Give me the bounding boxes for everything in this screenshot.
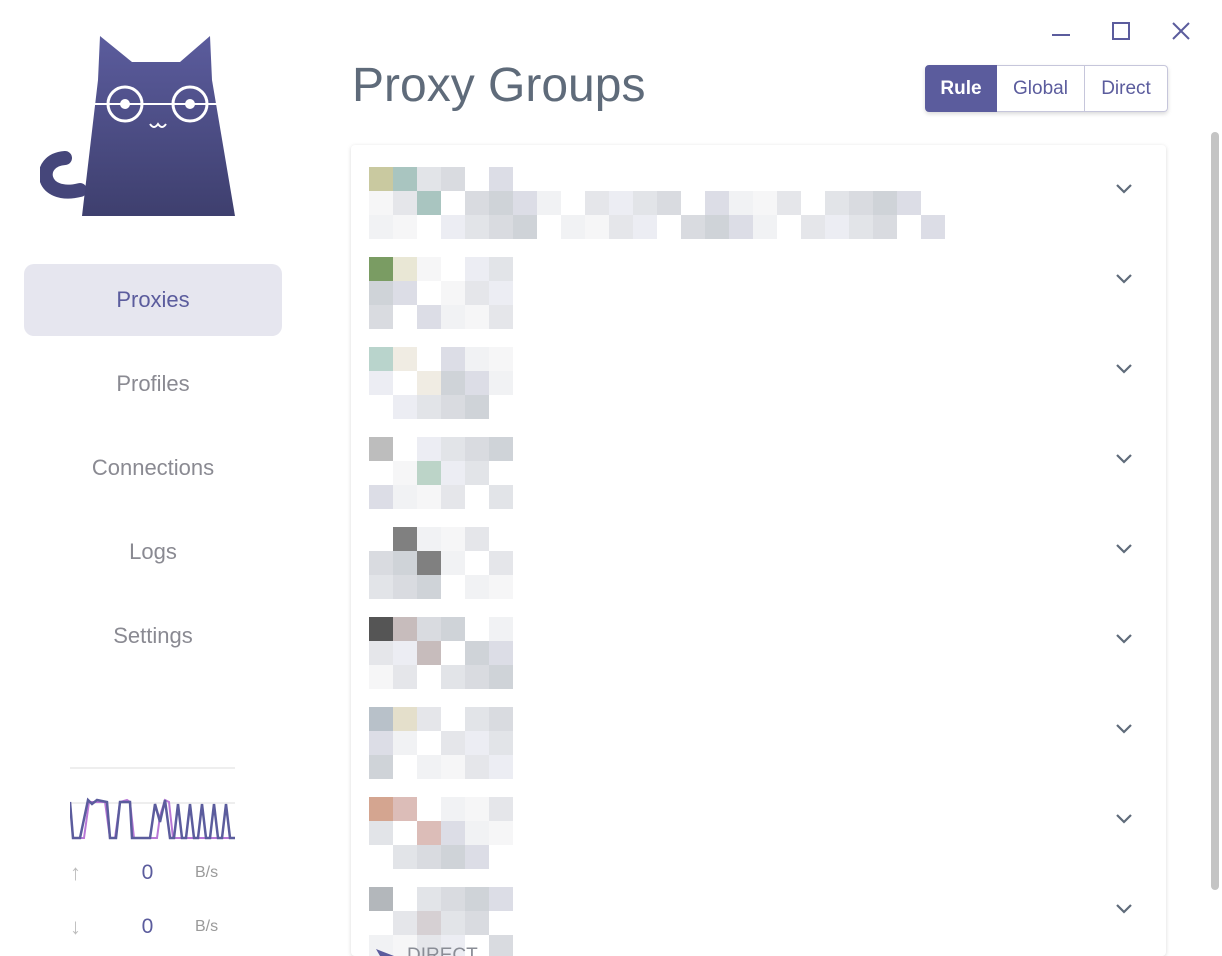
proxy-group-row[interactable] [351, 685, 1166, 779]
proxy-group-row[interactable] [351, 415, 1166, 509]
download-speed: ↓ 0 B/s [70, 914, 236, 939]
graph-divider [70, 767, 235, 769]
nav-label: Logs [129, 539, 177, 564]
upload-value: 0 [141, 861, 154, 884]
nav-label: Profiles [116, 371, 190, 396]
sidebar-item-profiles[interactable]: Profiles [24, 348, 282, 420]
proxy-group-row[interactable] [351, 325, 1166, 419]
chevron-down-icon[interactable] [1114, 719, 1134, 739]
current-proxy-name: DIRECT [407, 945, 478, 956]
chevron-down-icon[interactable] [1114, 269, 1134, 289]
cat-logo-icon [40, 36, 235, 216]
arrow-down-icon: ↓ [70, 914, 81, 939]
proxy-group-row[interactable] [351, 775, 1166, 869]
send-icon [376, 949, 394, 956]
download-unit: B/s [195, 918, 219, 935]
sidebar-item-settings[interactable]: Settings [24, 600, 282, 672]
proxy-group-row[interactable] [351, 145, 1166, 239]
mode-rule-button[interactable]: Rule [925, 65, 997, 112]
sidebar-item-proxies[interactable]: Proxies [24, 264, 282, 336]
mode-direct-button[interactable]: Direct [1085, 65, 1168, 112]
chevron-down-icon[interactable] [1114, 899, 1134, 919]
proxy-group-row[interactable] [351, 235, 1166, 329]
scrollbar[interactable] [1211, 132, 1219, 890]
chevron-down-icon[interactable] [1114, 539, 1134, 559]
chevron-down-icon[interactable] [1114, 449, 1134, 469]
chevron-down-icon[interactable] [1114, 809, 1134, 829]
proxy-groups-list: DIRECT [351, 145, 1166, 956]
nav-label: Proxies [116, 287, 190, 312]
upload-speed: ↑ 0 B/s [70, 860, 236, 885]
close-button[interactable] [1166, 16, 1196, 46]
proxy-group-row[interactable] [351, 505, 1166, 599]
sidebar-item-logs[interactable]: Logs [24, 516, 282, 588]
page-title: Proxy Groups [352, 59, 646, 112]
traffic-graph [70, 797, 235, 840]
upload-unit: B/s [195, 864, 219, 881]
maximize-button[interactable] [1106, 16, 1136, 46]
mode-switch: Rule Global Direct [925, 65, 1168, 112]
maximize-icon [1112, 22, 1130, 40]
sidebar-item-connections[interactable]: Connections [24, 432, 282, 504]
arrow-up-icon: ↑ [70, 860, 81, 885]
chevron-down-icon[interactable] [1114, 179, 1134, 199]
sidebar: Proxies Profiles Connections Logs Settin… [0, 0, 306, 956]
nav-label: Settings [113, 623, 193, 648]
minimize-button[interactable] [1046, 16, 1076, 46]
minimize-icon [1052, 34, 1070, 36]
chevron-down-icon[interactable] [1114, 359, 1134, 379]
mode-global-button[interactable]: Global [997, 65, 1085, 112]
proxy-group-row[interactable] [351, 595, 1166, 689]
download-value: 0 [141, 915, 154, 938]
proxy-group-row[interactable]: DIRECT [351, 865, 1166, 956]
current-proxy: DIRECT [375, 945, 478, 956]
download-line [70, 797, 235, 840]
nav-label: Connections [91, 455, 215, 480]
close-icon [1172, 22, 1190, 40]
chevron-down-icon[interactable] [1114, 629, 1134, 649]
